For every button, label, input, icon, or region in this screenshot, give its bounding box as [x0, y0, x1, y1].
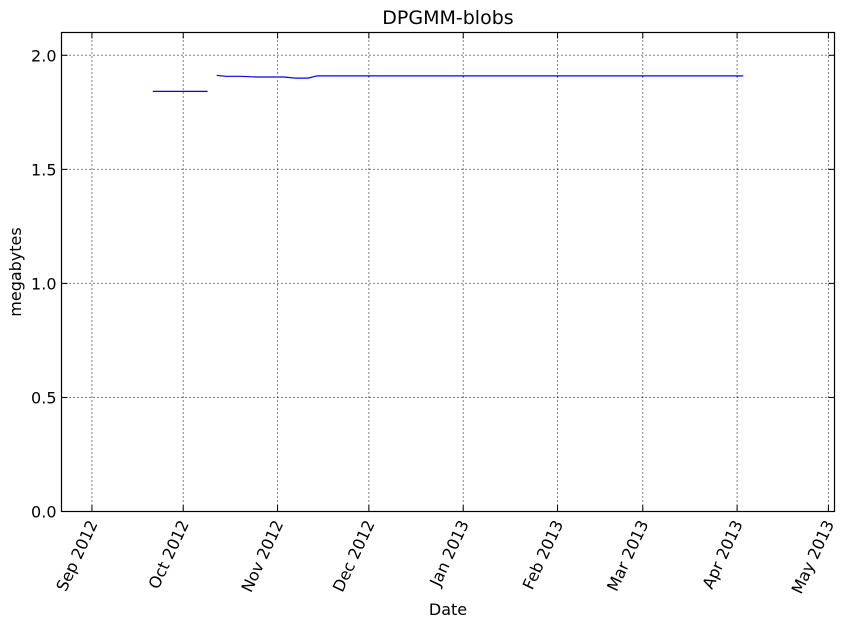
series: [152, 74, 744, 92]
chart-title: DPGMM-blobs: [382, 7, 513, 29]
plot-frame: [60, 31, 836, 513]
series-line-segment: [216, 74, 744, 79]
x-axis-label: Date: [429, 600, 467, 619]
y-tick-label: 0.5: [31, 388, 56, 407]
y-tick-label: 1.5: [31, 160, 56, 179]
y-tick-label: 0.0: [31, 503, 56, 522]
y-tick-label: 2.0: [31, 46, 56, 65]
ticks: [61, 32, 835, 512]
y-axis-label: megabytes: [6, 227, 25, 316]
y-tick-label: 1.0: [31, 274, 56, 293]
